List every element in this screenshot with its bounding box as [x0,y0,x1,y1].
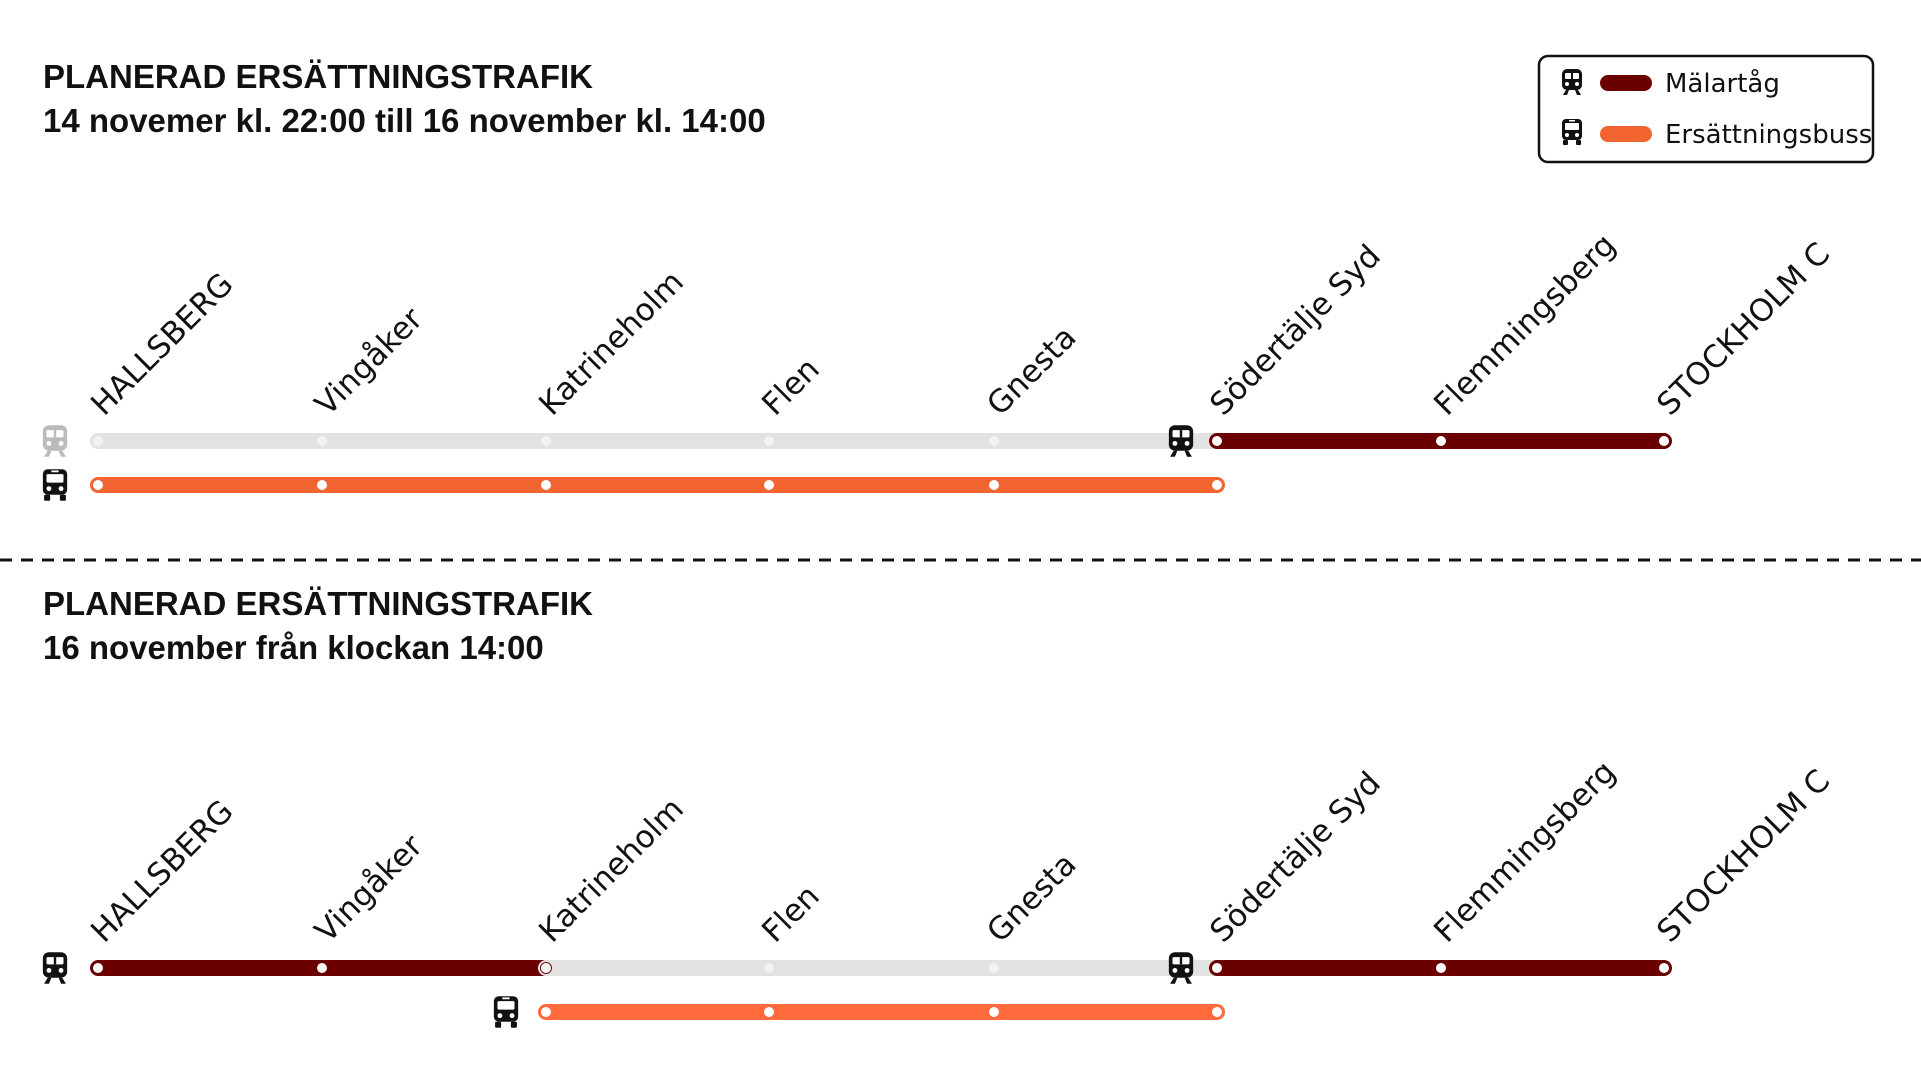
station-dot [1436,436,1446,446]
station-dot [764,1007,774,1017]
legend-bus-icon [1562,119,1582,145]
station-dot [764,963,774,973]
station-dot [317,436,327,446]
bus-icon [42,469,68,501]
station-label: Flen [755,351,827,423]
station-label: Vingåker [308,828,430,950]
station-label: Katrineholm [532,791,691,950]
station-dot [1658,962,1670,974]
train-icon [42,952,68,984]
legend-train-swatch [1600,75,1652,91]
legend-label: Ersättningsbuss [1665,120,1872,150]
station-dot [989,963,999,973]
train-icon [1168,952,1194,984]
station-label: STOCKHOLM C [1650,236,1837,423]
station-label: Flemmingsberg [1427,227,1623,423]
legend-box [1537,54,1875,164]
station-label: Södertälje Syd [1203,238,1388,423]
station-label: Flemmingsberg [1427,754,1623,950]
station-label: HALLSBERG [84,266,240,422]
station-dot [541,963,551,973]
station-dot [764,480,774,490]
station-dot [92,479,104,491]
station-dot [1436,963,1446,973]
station-dot [1211,479,1223,491]
legend-label: Mälartåg [1665,68,1780,99]
station-dot [540,1006,552,1018]
station-label: Gnesta [980,846,1083,949]
train-icon [42,425,68,457]
station-label: HALLSBERG [84,793,240,949]
station-dot [764,436,774,446]
station-dot [541,480,551,490]
station-dot [989,1007,999,1017]
station-dot [317,480,327,490]
train-icon [1168,425,1194,457]
station-dot [989,480,999,490]
station-dot [93,436,103,446]
station-dot [1211,435,1223,447]
section-subtitle: 14 novemer kl. 22:00 till 16 november kl… [43,102,766,139]
bus-icon [493,996,519,1028]
station-label: Vingåker [308,301,430,423]
legend-train-icon [1562,69,1582,95]
legend-bus-swatch [1600,126,1652,142]
station-label: Flen [755,878,827,950]
station-label: STOCKHOLM C [1650,763,1837,950]
station-dot [541,436,551,446]
section-subtitle: 16 november från klockan 14:00 [43,629,544,666]
station-dot [1658,435,1670,447]
station-dot [1211,962,1223,974]
station-dot [1211,1006,1223,1018]
section-title: PLANERAD ERSÄTTNINGSTRAFIK [43,58,593,95]
station-label: Katrineholm [532,264,691,423]
station-label: Södertälje Syd [1203,765,1388,950]
station-dot [317,963,327,973]
station-dot [92,962,104,974]
station-dot [989,436,999,446]
section-title: PLANERAD ERSÄTTNINGSTRAFIK [43,585,593,622]
station-label: Gnesta [980,319,1083,422]
